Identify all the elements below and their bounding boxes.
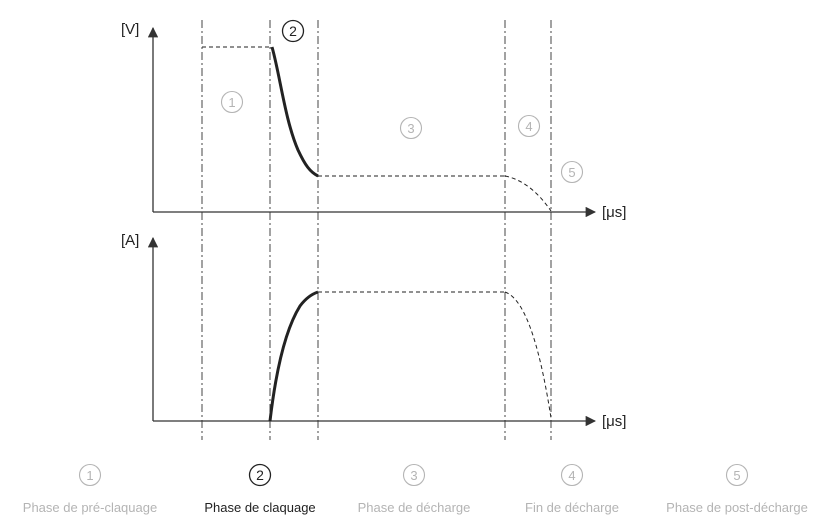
legend-number-3: 3 <box>410 468 417 483</box>
legend-item-3: 3 Phase de décharge <box>358 463 471 515</box>
svg-text:3: 3 <box>407 121 414 136</box>
legend-number-1: 1 <box>86 468 93 483</box>
lower-x-unit: [μs] <box>602 413 626 430</box>
svg-text:1: 1 <box>228 95 235 110</box>
upper-marker-5: 5 <box>560 160 584 184</box>
svg-text:5: 5 <box>568 165 575 180</box>
voltage-end <box>504 175 552 212</box>
upper-marker-4: 4 <box>517 114 541 138</box>
legend: 1 Phase de pré-claquage 2 Phase de claqu… <box>23 463 808 515</box>
current-end <box>504 291 552 419</box>
legend-number-4: 4 <box>568 468 575 483</box>
legend-number-2: 2 <box>256 467 264 483</box>
current-curve <box>268 290 552 422</box>
legend-number-5: 5 <box>733 468 740 483</box>
legend-label-4: Fin de décharge <box>525 500 619 515</box>
legend-label-1: Phase de pré-claquage <box>23 500 157 515</box>
voltage-breakdown <box>270 46 319 178</box>
svg-text:2: 2 <box>289 23 297 39</box>
upper-marker-3: 3 <box>399 116 423 140</box>
voltage-curve <box>202 46 552 212</box>
legend-item-5: 5 Phase de post-décharge <box>666 463 808 515</box>
upper-y-unit: [V] <box>121 21 139 38</box>
upper-axes <box>147 26 597 218</box>
legend-label-2: Phase de claquage <box>204 500 315 515</box>
lower-axes <box>147 236 597 427</box>
legend-item-1: 1 Phase de pré-claquage <box>23 463 157 515</box>
lower-y-unit: [A] <box>121 232 139 249</box>
upper-marker-1: 1 <box>220 90 244 114</box>
legend-label-5: Phase de post-décharge <box>666 500 808 515</box>
phase-separators <box>201 20 552 440</box>
svg-text:4: 4 <box>525 119 532 134</box>
legend-item-4: 4 Fin de décharge <box>525 463 619 515</box>
legend-item-2: 2 Phase de claquage <box>204 463 316 515</box>
upper-x-unit: [μs] <box>602 204 626 221</box>
current-breakdown <box>268 290 319 422</box>
upper-marker-2: 2 <box>281 19 305 43</box>
legend-label-3: Phase de décharge <box>358 500 471 515</box>
